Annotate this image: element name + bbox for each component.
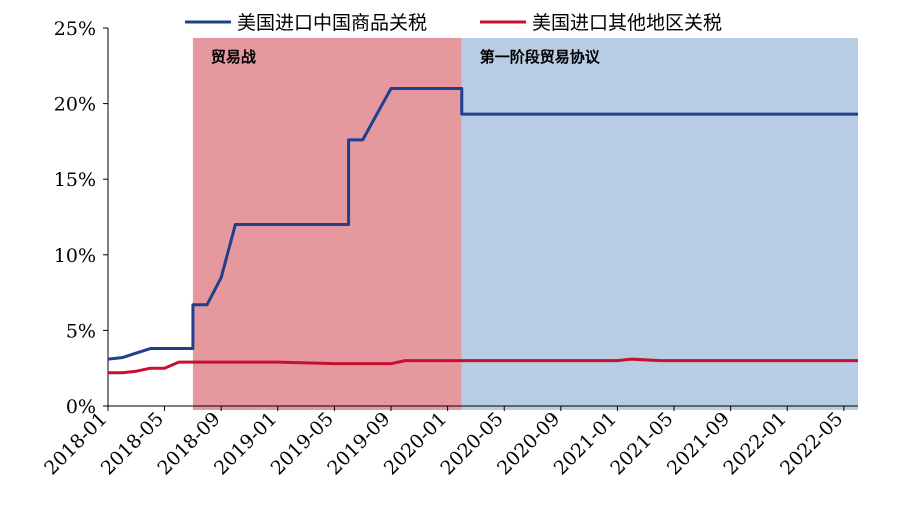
shaded-period-label-1: 贸易战 xyxy=(211,48,256,66)
shaded-period-2 xyxy=(461,38,858,410)
legend-label-1: 美国进口中国商品关税 xyxy=(237,12,427,34)
shaded-periods: 贸易战 第一阶段贸易协议 xyxy=(192,38,858,410)
legend-label-2: 美国进口其他地区关税 xyxy=(532,12,722,34)
y-tick-label: 0% xyxy=(66,396,96,418)
series-line-2 xyxy=(108,357,858,375)
legend: 美国进口中国商品关税 美国进口其他地区关税 xyxy=(185,12,722,34)
shaded-period-label-2: 第一阶段贸易协议 xyxy=(480,48,601,66)
x-tick-label: 2022-05 xyxy=(776,408,847,479)
y-tick-label: 10% xyxy=(54,245,96,267)
y-tick-label: 25% xyxy=(54,18,96,40)
series-lines xyxy=(107,86,858,375)
y-tick-label: 5% xyxy=(66,320,96,342)
y-tick-label: 20% xyxy=(54,94,96,116)
series-line-1 xyxy=(107,86,858,361)
y-tick-label: 15% xyxy=(54,169,96,191)
